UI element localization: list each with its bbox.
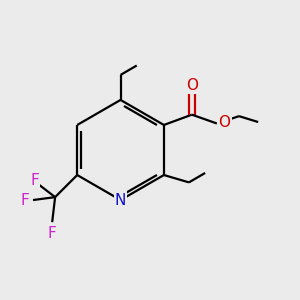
Text: F: F <box>30 172 39 188</box>
Text: F: F <box>21 193 29 208</box>
Text: N: N <box>115 193 126 208</box>
Text: O: O <box>186 78 198 93</box>
Text: O: O <box>218 116 230 130</box>
Text: F: F <box>48 226 57 241</box>
